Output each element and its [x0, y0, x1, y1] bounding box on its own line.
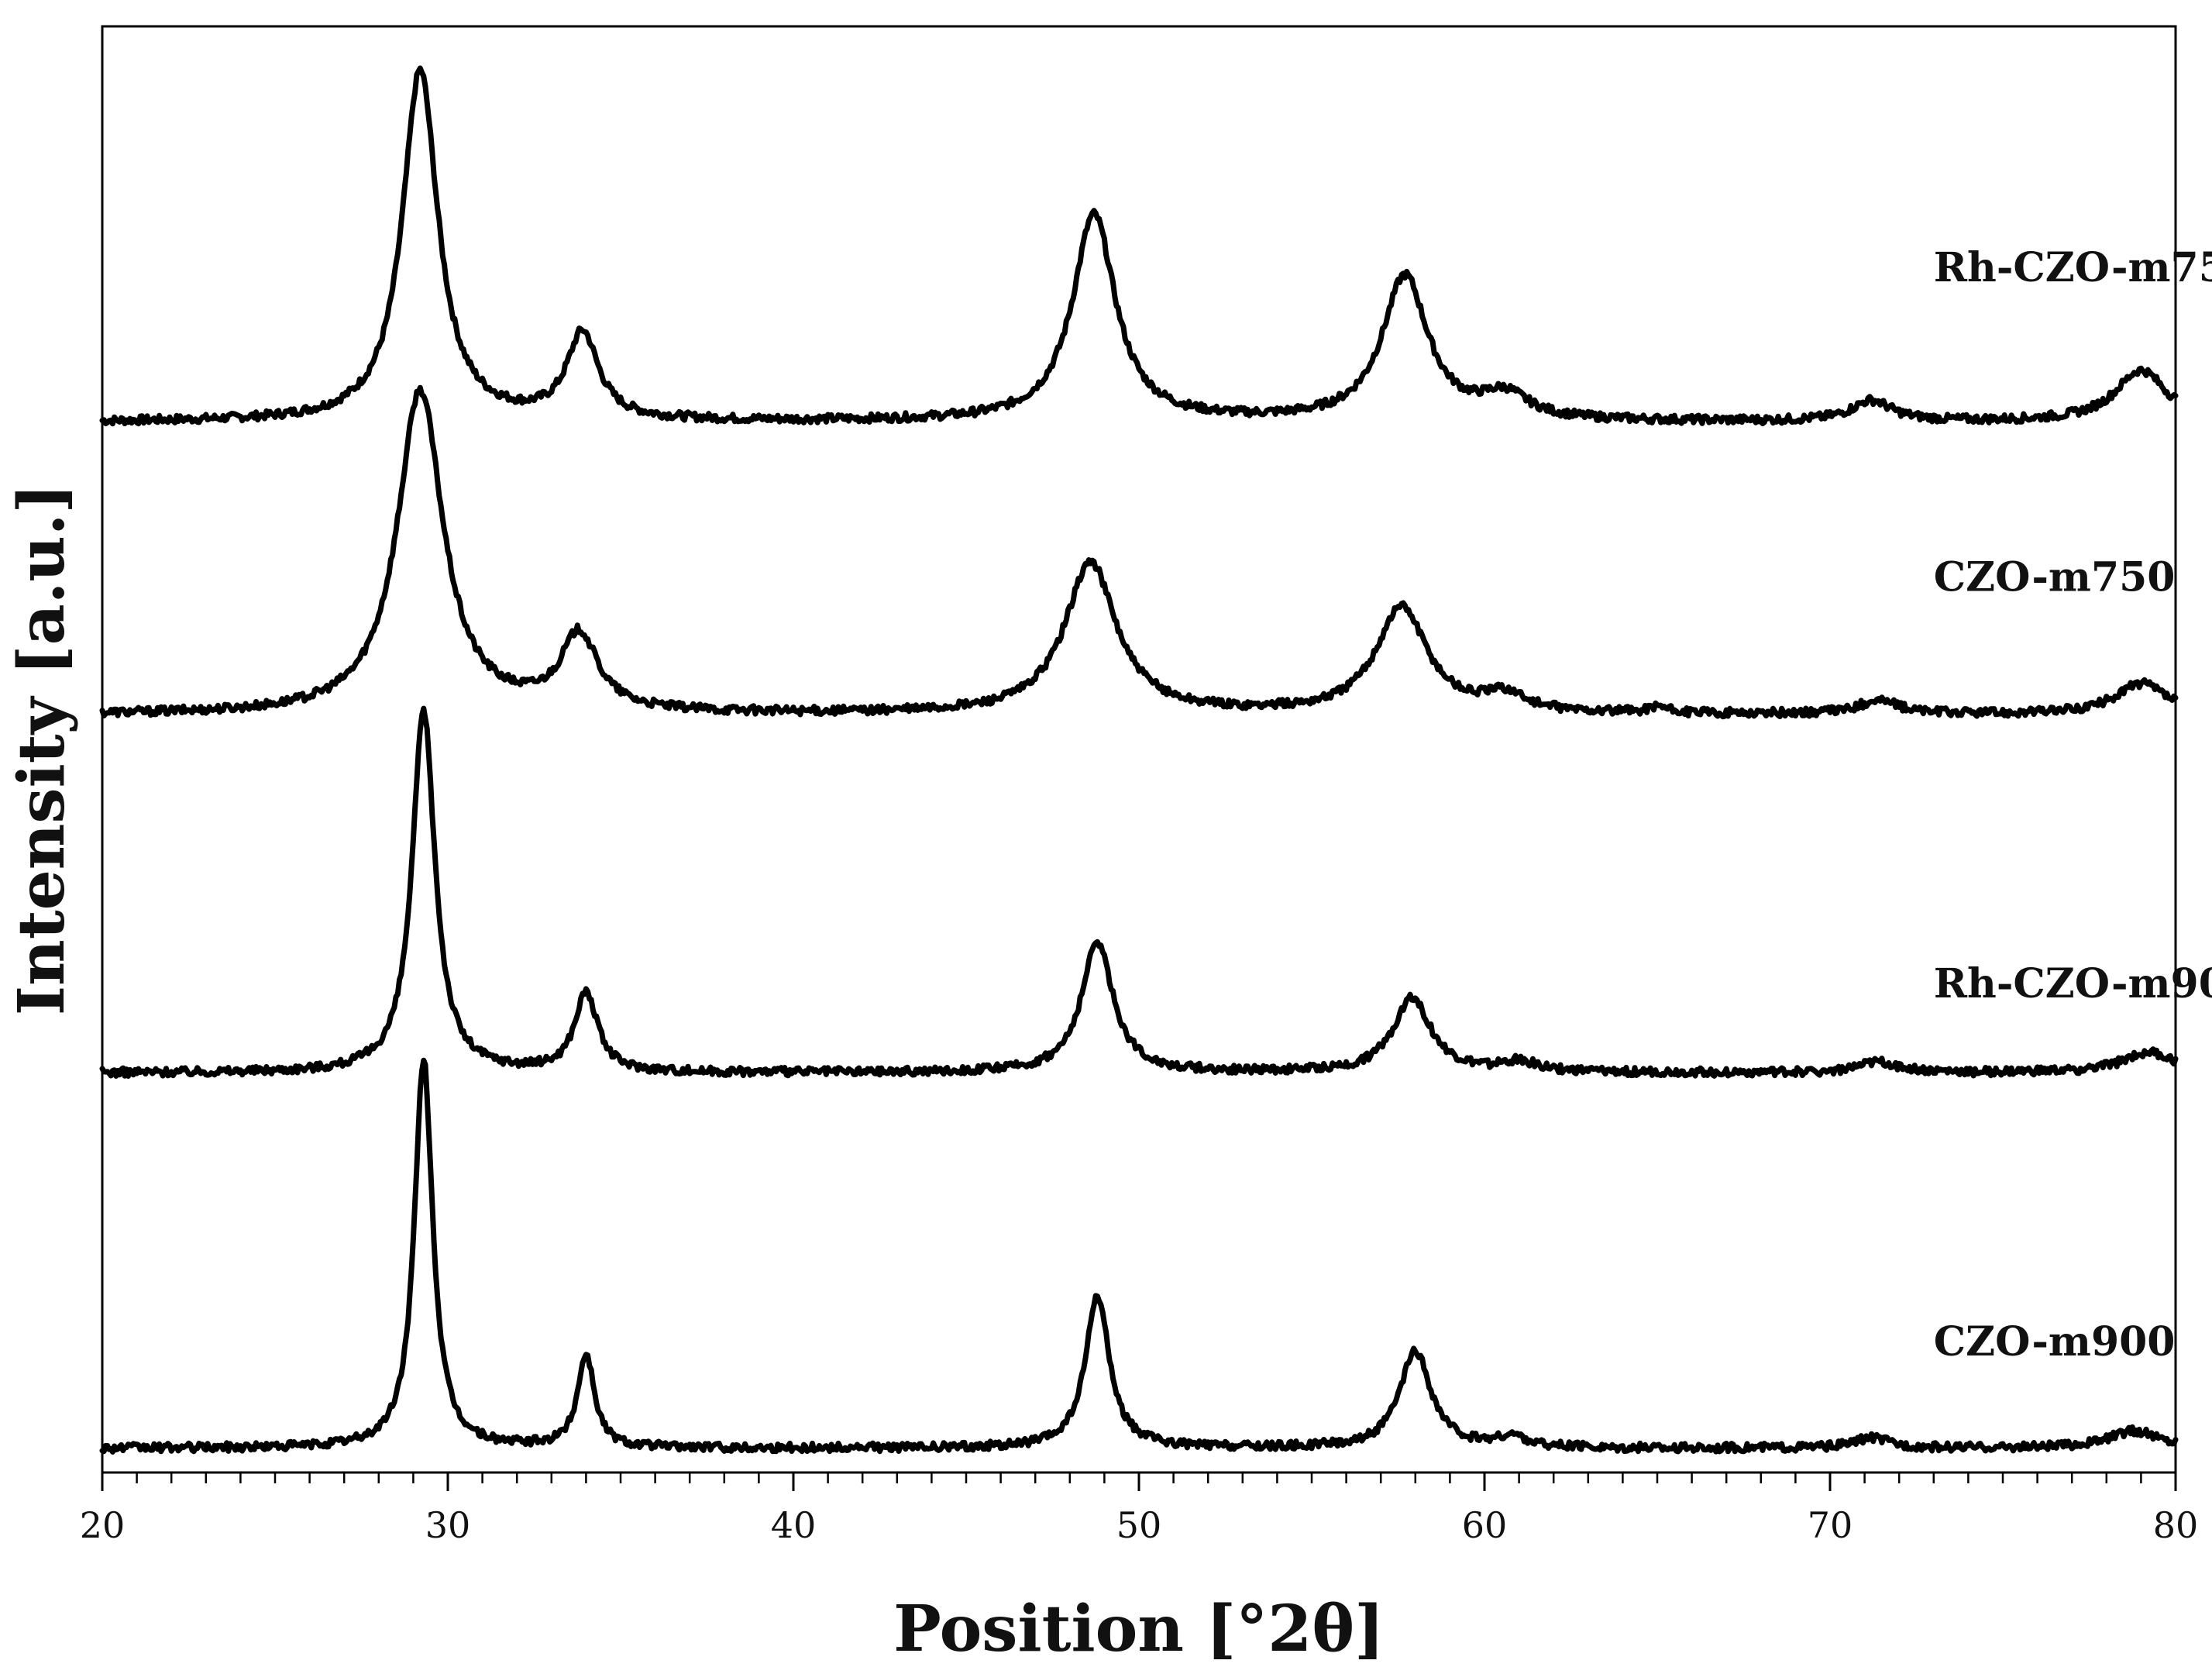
series-label-rh-czo-m750: Rh-CZO-m750 [1934, 244, 2212, 291]
x-axis-title: Position [°2θ] [893, 1592, 1385, 1666]
x-tick-label: 80 [2153, 1504, 2199, 1546]
x-tick-label: 70 [1808, 1504, 1853, 1546]
x-tick-label: 40 [771, 1504, 817, 1546]
x-tick-label: 60 [1462, 1504, 1508, 1546]
series-line-czo-m900 [99, 1057, 2179, 1455]
series-line-rh-czo-m750 [99, 65, 2179, 427]
x-tick-label: 50 [1116, 1504, 1162, 1546]
x-tick-label: 20 [80, 1504, 126, 1546]
x-tick-label: 30 [425, 1504, 471, 1546]
traces-group [99, 65, 2179, 1455]
series-label-czo-m750: CZO-m750 [1934, 554, 2176, 601]
series-annotations: Rh-CZO-m750 CZO-m750 Rh-CZO-m900 CZO-m900 [1934, 244, 2212, 1366]
series-label-rh-czo-m900: Rh-CZO-m900 [1934, 960, 2212, 1008]
y-axis-title: Intensity [a.u.] [5, 484, 79, 1015]
series-line-rh-czo-m900 [99, 705, 2179, 1079]
x-axis: 20 30 40 50 60 70 80 [80, 1472, 2199, 1546]
series-label-czo-m900: CZO-m900 [1934, 1318, 2176, 1366]
series-line-czo-m750 [99, 384, 2179, 720]
